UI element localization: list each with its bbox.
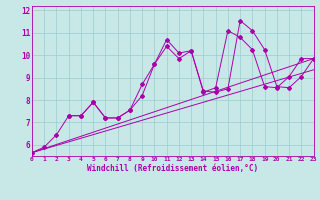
X-axis label: Windchill (Refroidissement éolien,°C): Windchill (Refroidissement éolien,°C) xyxy=(87,164,258,173)
